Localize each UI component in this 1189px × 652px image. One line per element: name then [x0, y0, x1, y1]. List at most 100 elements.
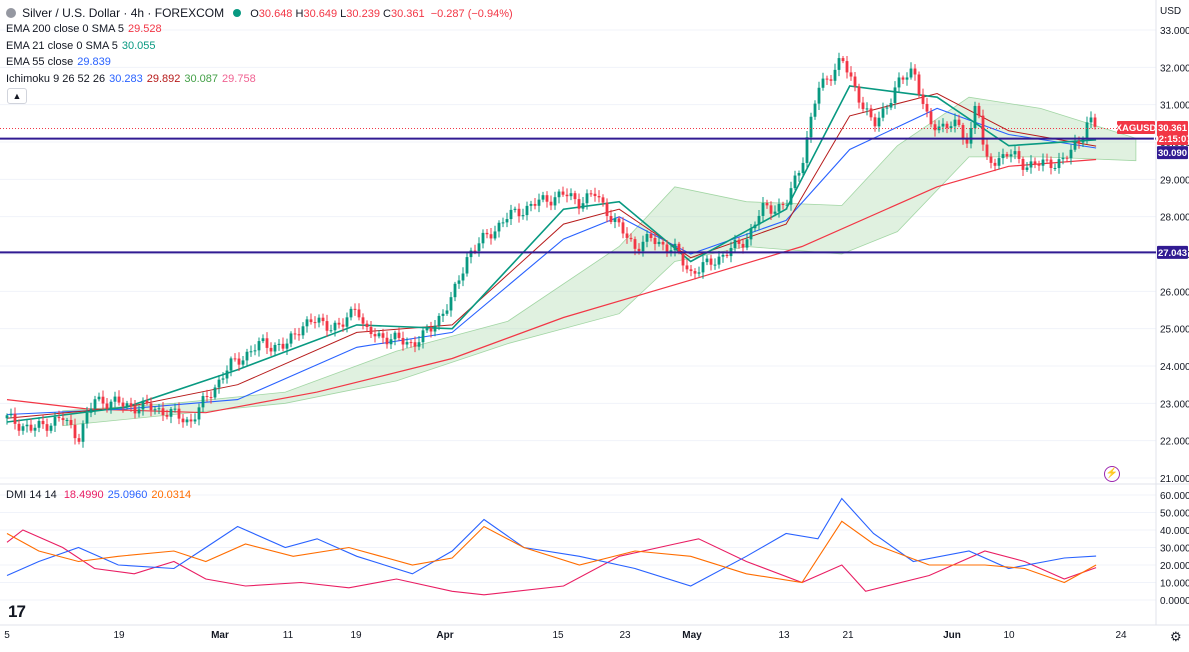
candle-body [689, 269, 693, 272]
candle-body [65, 419, 69, 421]
last-price-tag: 30.361 [1157, 121, 1188, 135]
lightning-icon[interactable]: ⚡ [1104, 466, 1120, 482]
indicator-value: 30.087 [184, 72, 219, 85]
price-tick-label: 29.000 [1160, 175, 1189, 186]
candle-body [861, 102, 865, 110]
candle-body [1045, 159, 1049, 161]
time-tick-label: 24 [1115, 630, 1127, 641]
candle-body [701, 262, 705, 273]
candle-body [881, 108, 885, 118]
change-value: −0.287 (−0.94%) [430, 8, 513, 20]
candle-body [329, 330, 333, 332]
symbol-tag-text: XAGUSD [1116, 123, 1157, 134]
candle-body [177, 408, 181, 419]
indicator-row[interactable]: Ichimoku 9 26 52 26 30.283 29.892 30.087 29.… [6, 72, 256, 86]
candle-body [37, 420, 41, 428]
candle-body [601, 197, 605, 203]
candle-body [193, 419, 197, 422]
candle-body [953, 119, 957, 127]
candle-body [965, 138, 969, 144]
candle-body [461, 273, 465, 281]
candle-body [613, 218, 617, 222]
candle-body [721, 254, 725, 257]
candle-body [713, 264, 717, 266]
candle-body [81, 423, 85, 442]
candle-body [333, 322, 337, 331]
symbol-icon [6, 8, 16, 18]
candle-body [697, 272, 701, 274]
candle-body [1073, 141, 1077, 150]
candle-body [765, 203, 769, 206]
indicator-row[interactable]: EMA 200 close 0 SMA 5 29.528 [6, 22, 162, 36]
candle-body [61, 418, 65, 421]
candle-body [1065, 157, 1069, 159]
candle-body [113, 396, 117, 402]
candle-body [341, 324, 345, 327]
candle-body [865, 108, 869, 110]
candle-body [373, 334, 377, 337]
candle-body [321, 317, 325, 322]
dmi-tick-label: 0.0000 [1160, 596, 1189, 607]
candle-body [205, 396, 209, 398]
candle-body [969, 128, 973, 144]
candle-body [381, 333, 385, 338]
candle-body [481, 232, 485, 244]
candle-body [677, 243, 681, 253]
candle-body [9, 413, 13, 416]
symbol-legend[interactable]: Silver / U.S. Dollar · 4h · FOREXCOM O30… [6, 6, 513, 21]
symbol-title: Silver / U.S. Dollar · 4h · FOREXCOM [22, 6, 225, 20]
dmi-legend[interactable]: DMI 14 14 18.4990 25.0960 20.0314 [6, 488, 191, 502]
candle-body [509, 209, 513, 220]
time-tick-label: 23 [619, 630, 631, 641]
candle-body [273, 344, 277, 352]
candle-body [437, 315, 441, 326]
candle-body [137, 409, 141, 414]
candle-body [405, 342, 409, 345]
time-tick-label: 19 [350, 630, 362, 641]
price-tick-label: 28.000 [1160, 213, 1189, 224]
candle-body [645, 233, 649, 242]
candle-body [1033, 161, 1037, 165]
kijun-line [6, 92, 1097, 419]
dmi-tick-label: 40.0000 [1160, 526, 1189, 537]
candle-body [797, 172, 801, 176]
price-tick-label: 23.000 [1160, 399, 1189, 410]
indicator-row[interactable]: EMA 21 close 0 SMA 5 30.055 [6, 39, 156, 53]
indicator-label: EMA 200 close 0 SMA 5 [6, 23, 125, 35]
candle-body [245, 351, 249, 361]
candle-body [845, 61, 849, 73]
last-price-tag-text: 30.361 [1158, 123, 1188, 134]
candle-body [1081, 139, 1085, 143]
gear-icon[interactable]: ⚙ [1170, 629, 1182, 644]
candle-body [157, 408, 161, 410]
candle-body [489, 234, 493, 239]
candle-body [433, 325, 437, 332]
candle-body [389, 339, 393, 345]
candle-body [449, 297, 453, 311]
candle-body [1049, 159, 1053, 169]
indicator-row[interactable]: EMA 55 close 29.839 [6, 55, 111, 69]
candle-body [261, 338, 265, 342]
candle-body [1085, 122, 1089, 140]
time-tick-label: 5 [4, 630, 10, 641]
candle-body [769, 205, 773, 214]
time-tick-label: Mar [211, 630, 229, 641]
candle-body [141, 400, 145, 410]
candle-body [725, 254, 729, 257]
dmi-tick-label: 30.0000 [1160, 544, 1189, 555]
line-27043-tag-text: 27.043 [1158, 248, 1187, 259]
chevron-up-icon[interactable]: ▲ [7, 88, 27, 104]
candle-body [45, 424, 49, 431]
candle-body [777, 204, 781, 212]
candle-body [581, 203, 585, 209]
candle-body [545, 195, 549, 202]
candle-body [565, 194, 569, 197]
candle-body [109, 401, 113, 409]
candle-body [657, 241, 661, 245]
candle-body [901, 77, 905, 80]
candle-body [253, 350, 257, 352]
candle-body [129, 403, 133, 407]
candle-body [485, 232, 489, 235]
ohlc-h: H30.649 [295, 8, 338, 20]
